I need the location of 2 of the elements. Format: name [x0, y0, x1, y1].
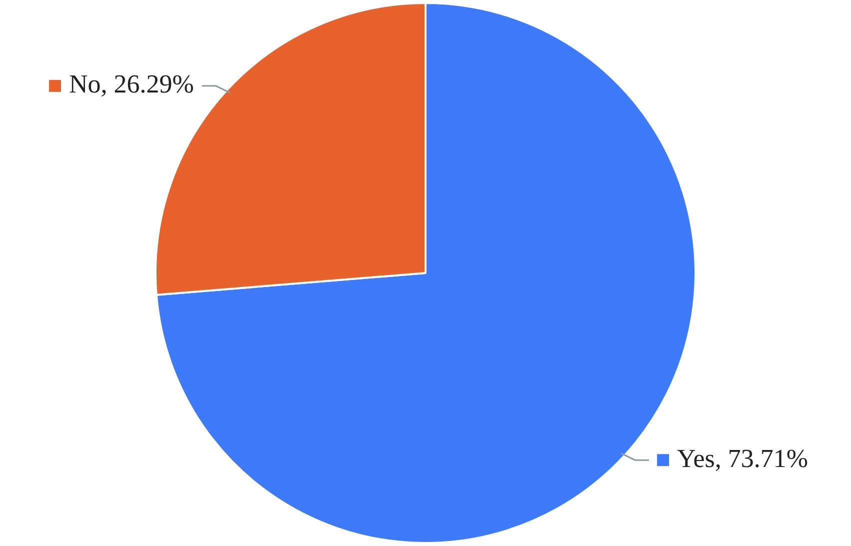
legend-label: No, 26.29%	[69, 70, 194, 99]
legend-label: Yes, 73.71%	[677, 444, 808, 473]
